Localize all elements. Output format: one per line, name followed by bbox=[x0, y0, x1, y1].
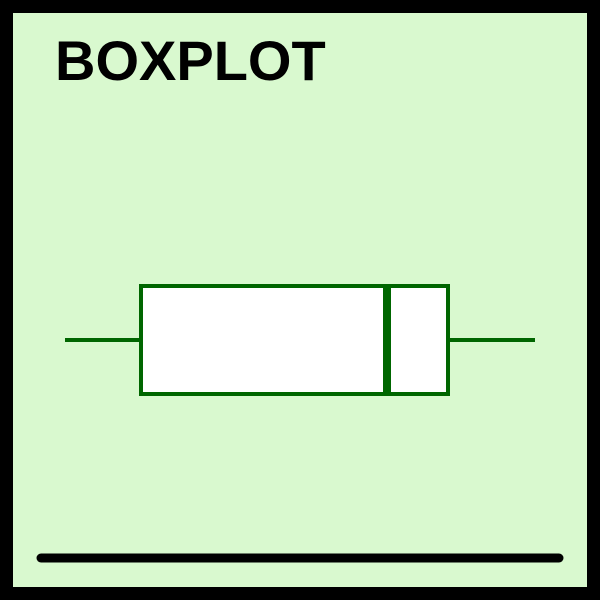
icon-title: BOXPLOT bbox=[55, 29, 326, 92]
box-body bbox=[139, 284, 450, 396]
